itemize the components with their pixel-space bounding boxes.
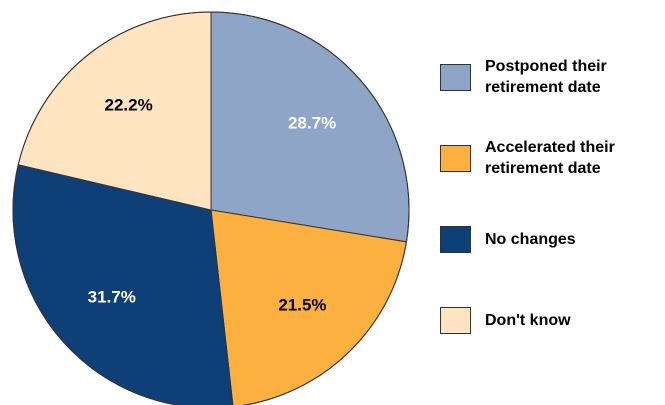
legend-item-accelerated: Accelerated their retirement date — [440, 137, 660, 179]
pie-slice-label-accelerated: 21.5% — [278, 296, 326, 315]
legend-label-accelerated: Accelerated their retirement date — [485, 137, 660, 179]
legend-label-no-changes: No changes — [485, 229, 660, 250]
legend-label-dont-know-line1: Don't know — [485, 312, 571, 329]
legend-item-postponed: Postponed their retirement date — [440, 56, 660, 98]
legend-label-no-changes-line1: No changes — [485, 231, 576, 248]
legend-item-no-changes: No changes — [440, 226, 660, 253]
legend-label-accelerated-line2: retirement date — [485, 160, 601, 177]
legend-swatch-postponed — [440, 63, 471, 91]
pie-slice-label-dont-know: 22.2% — [105, 96, 153, 115]
legend-label-accelerated-line1: Accelerated their — [485, 139, 615, 156]
legend-item-dont-know: Don't know — [440, 307, 660, 334]
legend-swatch-accelerated — [440, 144, 471, 172]
legend-swatch-dont-know — [440, 307, 471, 334]
pie-slices — [12, 11, 410, 405]
legend-label-dont-know: Don't know — [485, 310, 660, 331]
legend-label-postponed: Postponed their retirement date — [485, 56, 660, 98]
pie-slice-label-no-changes: 31.7% — [88, 288, 136, 307]
pie-slice-label-postponed: 28.7% — [288, 114, 336, 133]
pie-slice-labels: 28.7% 21.5% 31.7% 22.2% — [88, 96, 336, 315]
legend-label-postponed-line1: Postponed their — [485, 58, 607, 75]
legend-swatch-no-changes — [440, 226, 471, 253]
legend-label-postponed-line2: retirement date — [485, 79, 601, 96]
pie-outline — [12, 11, 410, 405]
